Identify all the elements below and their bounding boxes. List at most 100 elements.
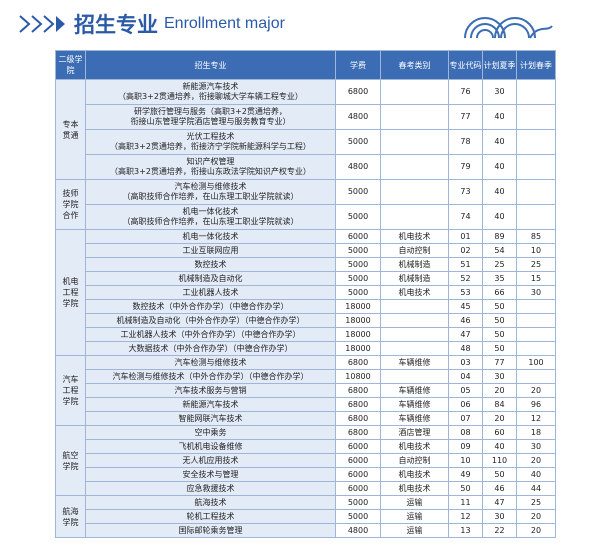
spring-plan: 40 (516, 467, 556, 482)
major-cell: 轮机工程技术 (85, 509, 336, 524)
summer-plan: 50 (482, 341, 517, 356)
table-row: 安全技术与管理 6000 机电技术 49 50 40 (56, 467, 556, 482)
summer-plan: 50 (482, 327, 517, 342)
major-code: 50 (448, 481, 483, 496)
major-cell: 大数据技术（中外合作办学）（中德合作办学） (85, 341, 336, 356)
major-code: 13 (448, 523, 483, 538)
major-cell: 新能源汽车技术 (85, 397, 336, 412)
tuition: 6800 (335, 397, 381, 412)
major-line: （高职技师合作培养，在山东理工职业学院就读） (122, 217, 299, 226)
tuition: 5000 (335, 243, 381, 258)
table-row: 专本贯通 新能源汽车技术 （高职3+2贯通培养，衔接聊城大学车辆工程专业） 6800 7… (55, 79, 556, 180)
tuition: 6800 (335, 411, 381, 426)
major-cell: 机械制造及自动化 (85, 271, 336, 286)
major-cell: 新能源汽车技术 （高职3+2贯通培养，衔接聊城大学车辆工程专业） (85, 79, 336, 105)
major-line: （高职技师合作培养，在山东理工职业学院就读） (122, 192, 299, 201)
major-line: 工业机器人技术 (182, 287, 239, 297)
summer-plan: 110 (482, 453, 517, 468)
major-cell: 工业互联网应用 (85, 243, 336, 258)
major-code: 06 (448, 397, 483, 412)
major-code: 04 (448, 369, 483, 384)
summer-plan: 46 (482, 481, 517, 496)
major-code: 07 (448, 411, 483, 426)
tuition: 10800 (335, 369, 381, 384)
tuition: 18000 (335, 341, 381, 356)
table-row: 工业机器人技术 5000 机电技术 53 66 30 (56, 285, 556, 300)
major-cell: 工业机器人技术 (85, 285, 336, 300)
summer-plan: 40 (482, 104, 517, 130)
major-line: 国际邮轮乘务管理 (178, 525, 243, 535)
major-cell: 飞机机电设备维修 (85, 439, 336, 454)
tuition: 18000 (335, 327, 381, 342)
major-line: 新能源汽车技术 (182, 82, 239, 91)
tuition: 6800 (335, 425, 381, 440)
major-cell: 汽车检测与维修技术 (85, 355, 336, 370)
spring-exam-category: 机电技术 (380, 481, 449, 496)
major-code: 49 (448, 467, 483, 482)
spring-plan (516, 79, 556, 105)
major-line: 汽车技术服务与营销 (174, 385, 247, 395)
column-header: 学费 (335, 50, 381, 80)
spring-exam-category: 机电技术 (380, 467, 449, 482)
tuition: 5000 (335, 257, 381, 272)
spring-exam-category: 运输 (380, 509, 449, 524)
table-row: 数控技术 5000 机械制造 51 25 25 (56, 257, 556, 272)
major-line: 应急救援技术 (186, 483, 235, 493)
column-header: 春考类别 (380, 50, 449, 80)
table-row: 航海学院 航海技术 5000 运输 11 47 25 (55, 495, 556, 538)
spring-plan: 100 (516, 355, 556, 370)
major-line: 数控技术（中外合作办学）（中德合作办学） (132, 301, 289, 311)
table-row: 汽车工程学院 汽车检测与维修技术 6800 车辆维修 03 77 100 (55, 355, 556, 426)
summer-plan: 25 (482, 257, 517, 272)
summer-plan: 66 (482, 285, 517, 300)
table-row: 汽车技术服务与营销 6800 车辆维修 05 20 20 (56, 383, 556, 398)
spring-plan: 18 (516, 425, 556, 440)
spring-exam-category: 机械制造 (380, 257, 449, 272)
tuition: 4800 (335, 104, 381, 130)
summer-plan: 60 (482, 425, 517, 440)
spring-plan (516, 341, 556, 356)
spring-plan: 25 (516, 495, 556, 510)
major-code: 12 (448, 509, 483, 524)
major-line: 机电一体化技术 (182, 231, 239, 241)
summer-plan: 47 (482, 495, 517, 510)
summer-plan: 50 (482, 313, 517, 328)
spring-plan (516, 204, 556, 230)
major-cell: 数控技术（中外合作办学）（中德合作办学） (85, 299, 336, 314)
spring-exam-category (380, 129, 449, 155)
major-line: 飞机机电设备维修 (178, 441, 243, 451)
tuition: 6000 (335, 229, 381, 244)
table-row: 应急救援技术 6000 机电技术 50 46 44 (56, 481, 556, 496)
major-code: 79 (448, 154, 483, 180)
spring-plan: 20 (516, 509, 556, 524)
major-cell: 机电一体化技术 (85, 229, 336, 244)
spring-plan: 20 (516, 453, 556, 468)
major-line: 新能源汽车技术 (182, 399, 239, 409)
major-line: 衔接山东管理学院酒店管理与服务教育专业） (130, 117, 291, 126)
major-line: 轮机工程技术 (186, 511, 235, 521)
table-row: 国际邮轮乘务管理 4800 运输 13 22 20 (56, 523, 556, 538)
major-code: 09 (448, 439, 483, 454)
major-cell: 安全技术与管理 (85, 467, 336, 482)
spring-plan (516, 129, 556, 155)
tuition: 18000 (335, 313, 381, 328)
spring-plan: 10 (516, 243, 556, 258)
spring-exam-category (380, 79, 449, 105)
major-code: 78 (448, 129, 483, 155)
table-row: 汽车检测与维修技术（中外合作办学）（中德合作办学） 10800 04 30 (56, 369, 556, 384)
spring-exam-category (380, 327, 449, 342)
tuition: 6800 (335, 79, 381, 105)
table-row: 技师学院合作 汽车检测与维修技术 （高职技师合作培养，在山东理工职业学院就读） 500… (55, 179, 556, 230)
summer-plan: 30 (482, 79, 517, 105)
major-cell: 数控技术 (85, 257, 336, 272)
tuition: 4800 (335, 154, 381, 180)
major-line: （高职3+2贯通培养，衔接山东政法学院知识产权专业） (110, 167, 311, 176)
spring-exam-category (380, 341, 449, 356)
wave-decoration (464, 17, 553, 39)
spring-plan: 30 (516, 285, 556, 300)
summer-plan: 84 (482, 397, 517, 412)
tuition: 6000 (335, 467, 381, 482)
column-header: 计划夏季 (482, 50, 517, 80)
major-cell: 智能网联汽车技术 (85, 411, 336, 426)
spring-plan (516, 299, 556, 314)
